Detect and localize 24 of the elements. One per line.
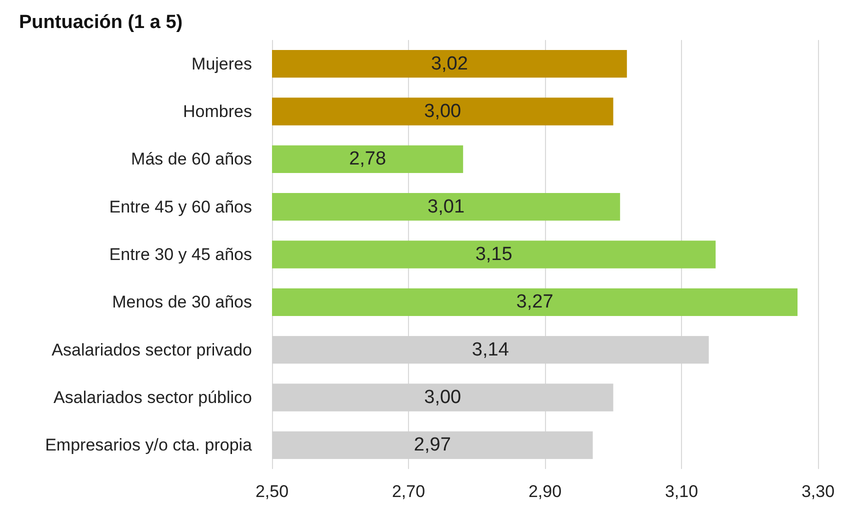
- text: Puntuación (1 a 5): [19, 12, 183, 33]
- x-tick-label: 3,30: [801, 482, 835, 501]
- data-label: 3,00: [424, 101, 462, 122]
- x-tick-label: 2,50: [255, 482, 289, 501]
- data-label: 3,27: [516, 292, 554, 313]
- x-tick-label: 2,90: [528, 482, 562, 501]
- data-label: 3,15: [475, 244, 512, 265]
- x-tick-label: 2,70: [392, 482, 426, 501]
- data-label: 3,00: [424, 387, 462, 408]
- y-tick-label: Hombres: [183, 102, 252, 121]
- y-tick-label: Empresarios y/o cta. propia: [45, 436, 253, 455]
- y-tick-label: Mujeres: [192, 54, 252, 74]
- data-label: 3,14: [472, 339, 510, 360]
- x-tick-label: 3,10: [664, 482, 698, 501]
- y-tick-label: Asalariados sector privado: [52, 340, 252, 360]
- y-tick-label: Entre 30 y 45 años: [109, 245, 252, 264]
- y-tick-label: Menos de 30 años: [112, 292, 252, 312]
- data-label: 3,01: [428, 196, 465, 218]
- y-tick-label: Asalariados sector público: [54, 388, 252, 407]
- data-label: 2,97: [414, 434, 451, 456]
- data-label: 3,02: [430, 53, 468, 74]
- data-label: 2,78: [349, 148, 386, 170]
- y-tick-label: Entre 45 y 60 años: [109, 197, 252, 216]
- y-tick-label: Más de 60 años: [131, 150, 252, 169]
